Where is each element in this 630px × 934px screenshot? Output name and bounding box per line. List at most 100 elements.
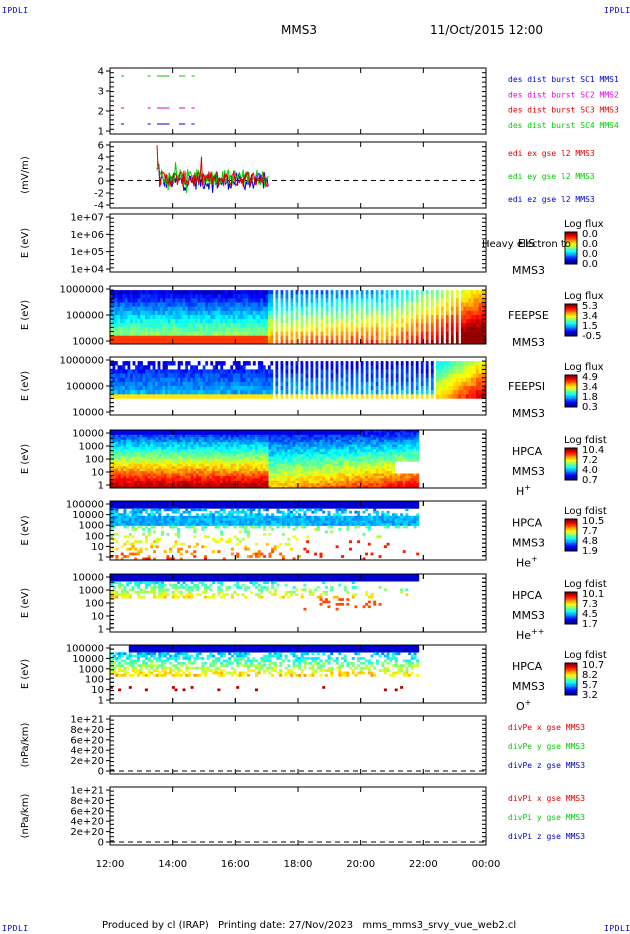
hpca-h-panel-pixel bbox=[279, 451, 283, 455]
feepse-panel-pixel bbox=[435, 323, 439, 328]
hpca-h-panel-pixel bbox=[187, 461, 191, 465]
hpca-h-panel-pixel bbox=[225, 473, 229, 477]
hpca-h-panel-pixel bbox=[166, 439, 170, 443]
hpca-h-panel-pixel bbox=[136, 439, 140, 443]
hpca-h-panel-pixel bbox=[289, 454, 293, 457]
feepse-panel-pixel bbox=[225, 294, 229, 299]
hpca-h-panel-pixel bbox=[222, 430, 226, 433]
hpca-h-panel-pixel bbox=[287, 468, 291, 472]
feepsi-panel-pixel bbox=[265, 386, 269, 391]
feepse-panel-pixel bbox=[237, 331, 241, 336]
hpca-h-panel-pixel bbox=[169, 483, 173, 486]
feepse-panel-pixel bbox=[135, 323, 138, 328]
feepse-panel-pixel bbox=[185, 298, 188, 303]
hpca-h-panel-pixel bbox=[209, 437, 213, 440]
feepse-panel-pixel bbox=[252, 335, 256, 341]
feepsi-panel-pixel bbox=[295, 361, 299, 366]
hpca-h-panel-pixel bbox=[265, 454, 269, 457]
feepse-panel-pixel bbox=[463, 339, 467, 345]
hpca-h-panel-pixel bbox=[134, 454, 138, 457]
eis-panel-colorbar-title: Log flux bbox=[564, 219, 604, 230]
hpca-h-panel-pixel bbox=[276, 466, 280, 469]
feepsi-panel-pixel bbox=[177, 369, 181, 374]
feepse-panel-pixel bbox=[300, 302, 304, 307]
feepsi-panel-pixel bbox=[237, 369, 241, 374]
feepsi-panel-colorbar-cell bbox=[565, 401, 577, 404]
hpca-h-panel-pixel bbox=[187, 468, 191, 472]
hpca-h-panel-pixel bbox=[292, 449, 296, 452]
hpca-h-panel-pixel bbox=[319, 444, 323, 448]
hpca-h-panel-pixel bbox=[169, 439, 173, 443]
hpca-h-panel-pixel bbox=[155, 478, 159, 481]
feepsi-panel-pixel bbox=[117, 394, 121, 399]
feepsi-panel-pixel bbox=[473, 377, 477, 383]
hpca-h-panel-pixel bbox=[244, 432, 248, 436]
feepse-panel-pixel bbox=[135, 319, 138, 324]
feepsi-panel-pixel bbox=[448, 394, 452, 399]
hpca-h-panel-pixel bbox=[150, 449, 154, 452]
feepsi-panel-pixel bbox=[130, 386, 133, 391]
feepsi-panel-pixel bbox=[117, 369, 121, 374]
feepsi-panel-pixel bbox=[227, 369, 231, 374]
feepse-panel-pixel bbox=[175, 323, 178, 328]
feepsi-panel-pixel bbox=[435, 365, 439, 370]
hpca-h-panel-pixel bbox=[144, 434, 148, 438]
hpca-h-panel-pixel bbox=[155, 430, 159, 433]
feepse-panel-pixel bbox=[285, 339, 289, 345]
hpca-h-panel-pixel bbox=[241, 459, 245, 462]
feepse-panel-pixel bbox=[132, 319, 136, 324]
feepsi-panel-pixel bbox=[120, 381, 123, 387]
hpca-h-panel-pixel bbox=[217, 480, 221, 484]
hpca-h-panel-pixel bbox=[120, 466, 124, 469]
feepse-panel-pixel bbox=[195, 323, 198, 328]
feepse-panel-pixel bbox=[120, 306, 123, 312]
feepse-panel-pixel bbox=[200, 294, 203, 299]
feepsi-panel-pixel bbox=[355, 386, 359, 391]
hpca-h-panel-pixel bbox=[238, 461, 242, 465]
hpca-h-panel-pixel bbox=[174, 461, 178, 465]
feepse-panel-pixel bbox=[185, 306, 188, 312]
hpca-h-panel-pixel bbox=[115, 442, 119, 445]
hpca-h-panel-pixel bbox=[155, 466, 159, 469]
feepse-panel-pixel bbox=[142, 335, 146, 341]
feepse-panel-pixel bbox=[300, 290, 304, 295]
feepse-panel-pixel bbox=[132, 294, 136, 299]
feepse-panel-pixel bbox=[335, 327, 339, 332]
hpca-h-panel-pixel bbox=[263, 459, 267, 462]
hpca-h-panel-pixel bbox=[171, 437, 175, 440]
feepse-panel-pixel bbox=[227, 302, 231, 307]
feepsi-panel-pixel bbox=[443, 381, 447, 387]
hpca-h-panel-pixel bbox=[163, 459, 167, 462]
feepse-panel-pixel bbox=[380, 310, 384, 316]
feepse-panel-pixel bbox=[217, 294, 221, 299]
feepse-panel-pixel bbox=[235, 323, 239, 328]
feepsi-panel-pixel bbox=[215, 365, 219, 370]
feepsi-panel-pixel bbox=[365, 365, 369, 370]
feepse-panel-pixel bbox=[290, 290, 294, 295]
feepse-panel-pixel bbox=[127, 298, 131, 303]
feepse-panel-pixel bbox=[471, 290, 474, 295]
feepsi-panel-pixel bbox=[330, 377, 334, 383]
feepse-panel-pixel bbox=[265, 331, 269, 336]
hpca-h-panel-pixel bbox=[298, 475, 301, 479]
hpca-h-panel-pixel bbox=[153, 430, 156, 433]
hpca-h-panel-pixel bbox=[153, 466, 156, 469]
feepsi-panel-pixel bbox=[453, 369, 457, 374]
feepsi-panel-pixel bbox=[285, 377, 289, 383]
hpca-h-panel-pixel bbox=[324, 444, 328, 448]
feepse-panel-pixel bbox=[440, 302, 444, 307]
feepse-panel-pixel bbox=[290, 319, 294, 324]
feepse-panel-pixel bbox=[425, 327, 429, 332]
hpca-h-panel-pixel bbox=[228, 432, 232, 436]
feepse-panel-pixel bbox=[380, 315, 384, 320]
hpca-h-panel-pixel bbox=[153, 480, 156, 484]
hpca-h-panel-pixel bbox=[185, 473, 189, 477]
hpca-h-panel-pixel bbox=[314, 454, 318, 457]
feepsi-panel-pixel bbox=[182, 381, 186, 387]
hpca-h-panel-pixel bbox=[166, 456, 170, 460]
hpca-h-panel-pixel bbox=[193, 432, 197, 436]
edi-panel-legend-1: edi ey gse l2 MMS3 bbox=[508, 172, 595, 181]
hpca-h-panel-pixel bbox=[279, 442, 283, 445]
feepsi-panel-pixel bbox=[420, 361, 424, 366]
hpca-h-panel-pixel bbox=[179, 434, 183, 438]
